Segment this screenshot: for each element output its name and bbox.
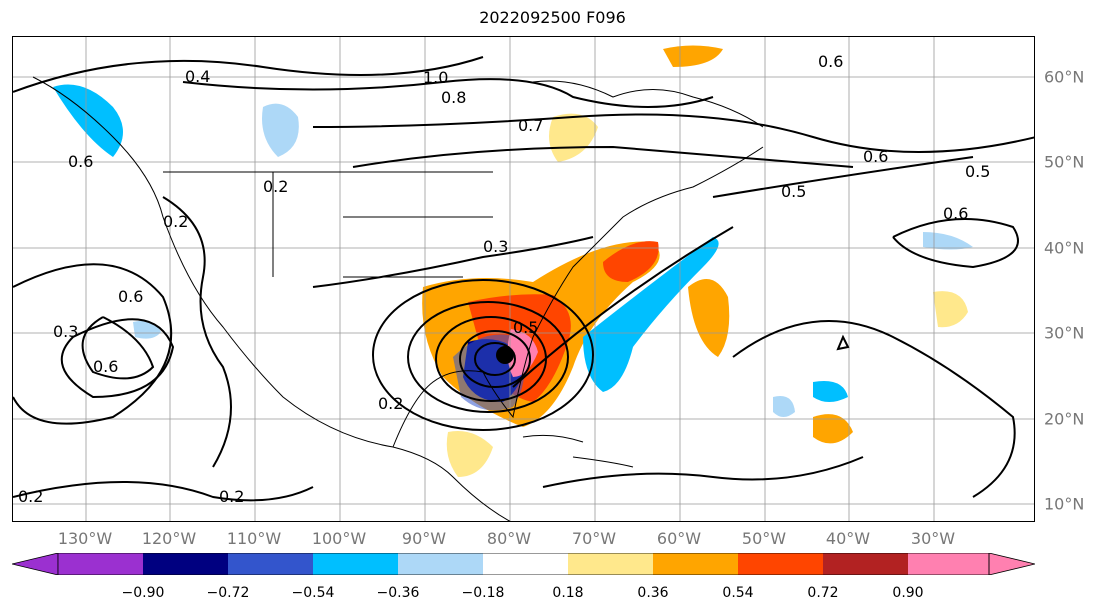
lon-label: 100°W bbox=[311, 529, 367, 548]
shade-pacific-light bbox=[133, 320, 161, 339]
contour-label: 0.6 bbox=[818, 52, 843, 71]
coastlines bbox=[32, 76, 764, 521]
colorbar-segment bbox=[143, 553, 228, 575]
contour-label: 0.5 bbox=[781, 182, 806, 201]
lat-label: 30°N bbox=[1044, 323, 1085, 343]
lat-label: 60°N bbox=[1044, 67, 1085, 87]
colorbar-segment bbox=[483, 553, 568, 575]
colorbar-segment bbox=[738, 553, 823, 575]
lon-label: 80°W bbox=[486, 529, 532, 548]
lon-label: 50°W bbox=[741, 529, 787, 548]
colorbar-tick: 0.18 bbox=[552, 585, 584, 601]
colorbar-segment bbox=[568, 553, 653, 575]
storm-center-marker bbox=[496, 346, 514, 364]
contour-label: 0.3 bbox=[483, 237, 508, 256]
contour-label: 0.8 bbox=[441, 88, 466, 107]
shade-labrador bbox=[663, 45, 723, 67]
contour-label: 0.3 bbox=[53, 322, 78, 341]
shade-atlantic-orange bbox=[688, 279, 730, 357]
contour-label: 0.5 bbox=[965, 162, 990, 181]
lon-label: 30°W bbox=[910, 529, 956, 548]
contour-label: 0.6 bbox=[93, 357, 118, 376]
lon-label: 110°W bbox=[226, 529, 282, 548]
shade-ne-orange bbox=[603, 241, 659, 282]
lon-label: 120°W bbox=[141, 529, 197, 548]
colorbar-tick: 0.72 bbox=[807, 585, 839, 601]
lon-label: 90°W bbox=[401, 529, 447, 548]
map-plot: 0.4 1.0 0.8 0.7 0.6 0.5 0.5 0.6 0.6 0.2 … bbox=[13, 37, 1034, 521]
contour-label: 0.2 bbox=[163, 212, 188, 231]
colorbar-segment bbox=[653, 553, 738, 575]
colorbar-segment bbox=[58, 553, 143, 575]
shade-atl-east bbox=[933, 291, 968, 328]
colorbar-extend-right bbox=[988, 553, 1035, 575]
colorbar-tick: 0.36 bbox=[637, 585, 669, 601]
contour-lines bbox=[13, 56, 1034, 502]
lat-label: 10°N bbox=[1044, 494, 1085, 514]
colorbar-segment bbox=[398, 553, 483, 575]
map-panel: 0.4 1.0 0.8 0.7 0.6 0.5 0.5 0.6 0.6 0.2 … bbox=[12, 36, 1035, 522]
colorbar-tick: −0.72 bbox=[206, 585, 250, 601]
lat-label: 50°N bbox=[1044, 152, 1085, 172]
lat-label: 20°N bbox=[1044, 409, 1085, 429]
shade-atl-light3 bbox=[773, 396, 795, 417]
contour-label: 0.6 bbox=[118, 287, 143, 306]
colorbar-tick: −0.36 bbox=[376, 585, 420, 601]
contour-label: 0.6 bbox=[943, 204, 968, 223]
contour-label: 0.7 bbox=[518, 116, 543, 135]
contour-label: 0.2 bbox=[263, 177, 288, 196]
contour-label: 0.5 bbox=[513, 318, 538, 337]
lon-label: 40°W bbox=[825, 529, 871, 548]
shade-storm-pink bbox=[507, 329, 538, 377]
colorbar bbox=[12, 553, 1035, 575]
contour-label: 0.2 bbox=[219, 487, 244, 506]
colorbar-tick: 0.54 bbox=[722, 585, 754, 601]
contour-label-group: 0.4 1.0 0.8 0.7 0.6 0.5 0.5 0.6 0.6 0.2 … bbox=[18, 52, 990, 506]
shade-canada-yellow bbox=[549, 113, 598, 162]
shaded-fields bbox=[53, 45, 973, 477]
shade-bc-light bbox=[262, 103, 299, 157]
colorbar-tick: −0.18 bbox=[461, 585, 505, 601]
lon-label: 60°W bbox=[656, 529, 702, 548]
lon-label: 130°W bbox=[57, 529, 113, 548]
shade-caribbean bbox=[446, 431, 493, 477]
colorbar-tick: 0.90 bbox=[892, 585, 924, 601]
colorbar-segment bbox=[228, 553, 313, 575]
contour-label: 0.4 bbox=[185, 67, 210, 86]
shade-atl-yellow2 bbox=[813, 414, 853, 444]
shade-west-blue bbox=[53, 84, 123, 157]
colorbar-segment bbox=[823, 553, 908, 575]
colorbar-tick: −0.90 bbox=[121, 585, 165, 601]
lat-label: 40°N bbox=[1044, 238, 1085, 258]
colorbar-segment bbox=[908, 553, 989, 575]
contour-label: 0.2 bbox=[378, 394, 403, 413]
contour-label: 1.0 bbox=[423, 68, 448, 87]
shade-az-light bbox=[923, 232, 973, 250]
graticule bbox=[13, 37, 1034, 521]
contour-label: 0.6 bbox=[863, 147, 888, 166]
contour-label: 0.2 bbox=[18, 487, 43, 506]
colorbar-tick: −0.54 bbox=[291, 585, 335, 601]
shade-atl-blue2 bbox=[813, 381, 848, 402]
lon-label: 70°W bbox=[571, 529, 617, 548]
colorbar-extend-left bbox=[12, 553, 59, 575]
shade-atlantic-blue bbox=[583, 237, 719, 392]
contour-label: 0.6 bbox=[68, 152, 93, 171]
colorbar-segment bbox=[313, 553, 398, 575]
map-title: 2022092500 F096 bbox=[479, 8, 626, 27]
